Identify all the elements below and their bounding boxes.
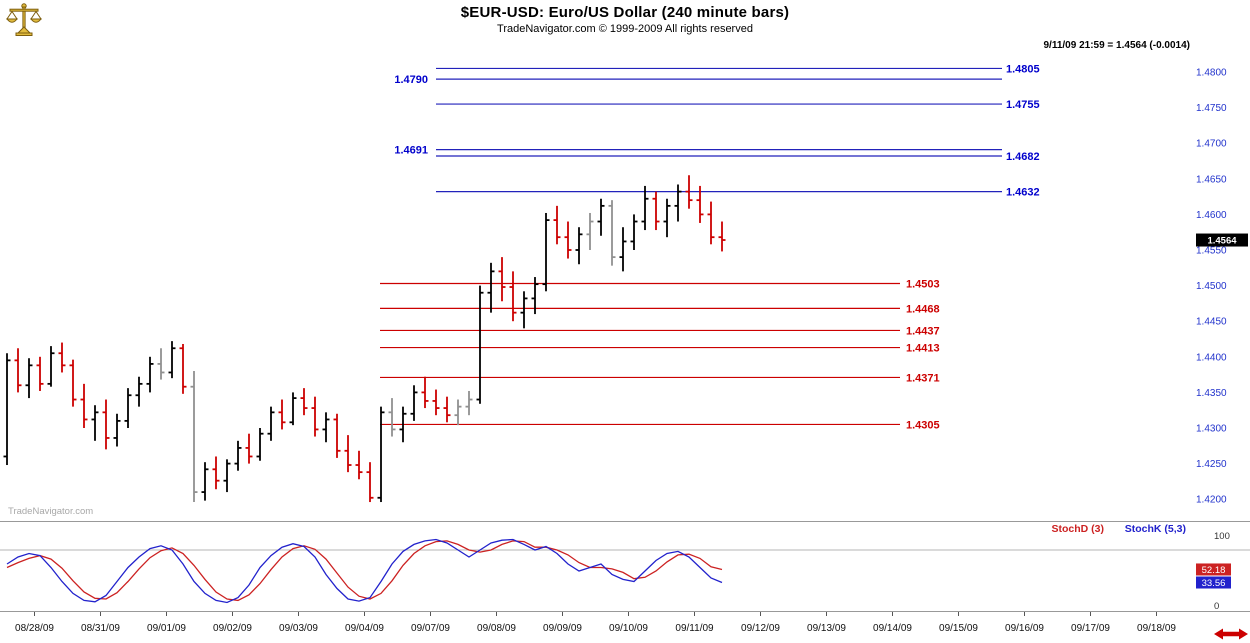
date-label: 09/09/09 <box>543 623 582 634</box>
support-label: 1.4305 <box>906 419 940 431</box>
stochk-value-badge <box>1196 576 1231 589</box>
resistance-label: 1.4682 <box>1006 151 1040 163</box>
date-label: 08/28/09 <box>15 623 54 634</box>
date-label: 09/15/09 <box>939 623 978 634</box>
scales-logo-icon <box>4 2 44 43</box>
date-label: 09/18/09 <box>1137 623 1176 634</box>
price-axis-label: 1.4400 <box>1196 352 1227 363</box>
last-price-badge-label: 1.4564 <box>1207 236 1237 247</box>
support-label: 1.4503 <box>906 278 940 290</box>
resistance-label: 1.4632 <box>1006 187 1040 199</box>
date-label: 09/07/09 <box>411 623 450 634</box>
price-axis-label: 1.4600 <box>1196 210 1227 221</box>
price-axis-label: 1.4350 <box>1196 388 1227 399</box>
copyright-line: TradeNavigator.com © 1999-2009 All right… <box>497 23 753 35</box>
resistance-label: 1.4755 <box>1006 99 1040 111</box>
date-label: 08/31/09 <box>81 623 120 634</box>
stochd-value-badge <box>1196 563 1231 576</box>
resistance-label: 1.4805 <box>1006 63 1040 75</box>
price-axis-label: 1.4800 <box>1196 68 1227 79</box>
date-label: 09/10/09 <box>609 623 648 634</box>
last-quote-readout: 9/11/09 21:59 = 1.4564 (-0.0014) <box>1043 40 1190 51</box>
price-axis-label: 1.4250 <box>1196 459 1227 470</box>
price-axis-label: 1.4750 <box>1196 103 1227 114</box>
date-label: 09/03/09 <box>279 623 318 634</box>
price-axis-label: 1.4200 <box>1196 495 1227 506</box>
stochk-line <box>6 538 723 604</box>
date-label: 09/16/09 <box>1005 623 1044 634</box>
stochd-legend[interactable]: StochD (3) <box>1052 523 1105 535</box>
price-axis-label: 1.4700 <box>1196 139 1227 150</box>
date-label: 09/17/09 <box>1071 623 1110 634</box>
date-label: 09/11/09 <box>675 623 714 634</box>
date-label: 09/08/09 <box>477 623 516 634</box>
date-label: 09/02/09 <box>213 623 252 634</box>
price-axis-label: 1.4300 <box>1196 424 1227 435</box>
support-label: 1.4371 <box>906 372 940 384</box>
stochd-value-label: 52.18 <box>1202 565 1226 576</box>
page-title: $EUR-USD: Euro/US Dollar (240 minute bar… <box>460 4 790 21</box>
resistance-label: 1.4691 <box>394 145 428 157</box>
stoch-axis-max-label: 100 <box>1214 531 1230 542</box>
stochd-line <box>6 540 723 602</box>
stochk-value-label: 33.56 <box>1202 578 1226 589</box>
support-label: 1.4413 <box>906 343 940 355</box>
watermark: TradeNavigator.com <box>8 506 93 517</box>
price-axis-label: 1.4450 <box>1196 317 1227 328</box>
stoch-axis-min-label: 0 <box>1214 601 1219 612</box>
last-price-badge <box>1196 233 1248 247</box>
resistance-label: 1.4790 <box>394 74 428 86</box>
chart-header: $EUR-USD: Euro/US Dollar (240 minute bar… <box>0 0 1250 60</box>
price-axis-label: 1.4650 <box>1196 174 1227 185</box>
date-label: 09/01/09 <box>147 623 186 634</box>
price-axis-label: 1.4500 <box>1196 281 1227 292</box>
stochk-legend[interactable]: StochK (5,3) <box>1125 523 1186 535</box>
date-label: 09/12/09 <box>741 623 780 634</box>
date-label: 09/04/09 <box>345 623 384 634</box>
price-axis-label: 1.4550 <box>1196 246 1227 257</box>
support-label: 1.4437 <box>906 325 940 337</box>
horizontal-scroll-arrow-icon[interactable] <box>1214 628 1248 640</box>
date-label: 09/14/09 <box>873 623 912 634</box>
date-label: 09/13/09 <box>807 623 846 634</box>
support-label: 1.4468 <box>906 303 940 315</box>
